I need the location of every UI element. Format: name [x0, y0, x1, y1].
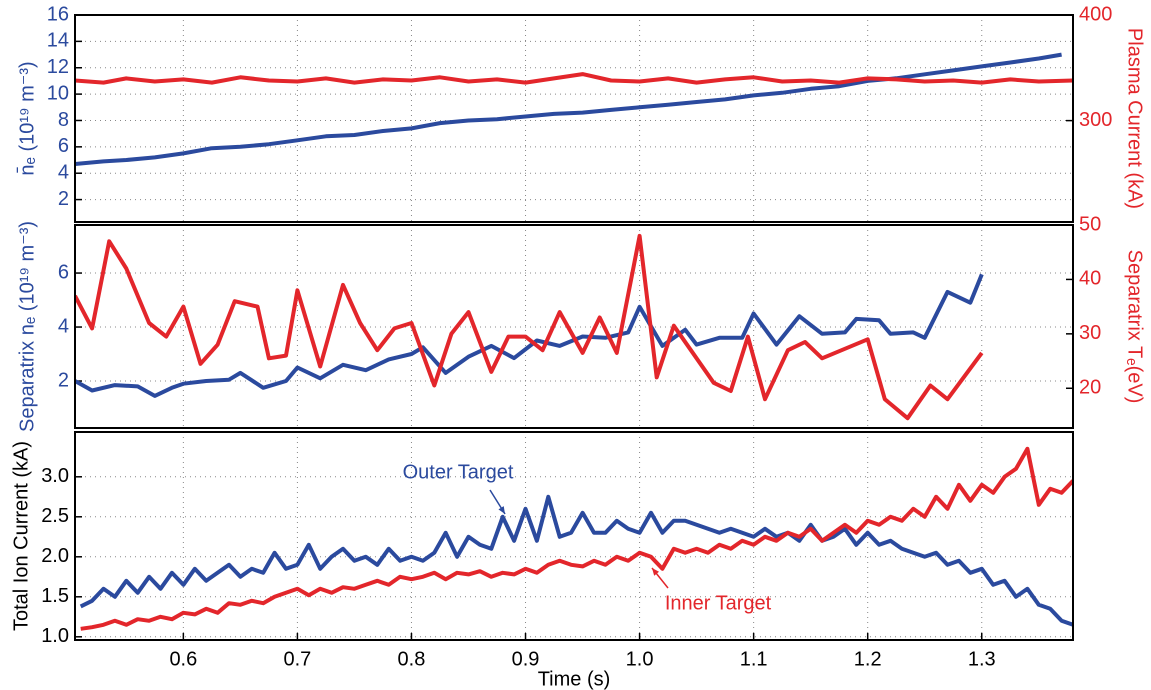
plot-frame — [74, 431, 1074, 641]
y-tick-label: 16 — [47, 3, 69, 25]
y-tick-label: 1.5 — [41, 585, 69, 607]
annotation: Outer Target — [403, 461, 514, 483]
x-tick-label: 0.7 — [284, 648, 312, 670]
x-axis-label: Time (s) — [538, 668, 611, 690]
y-tick-label: 10 — [47, 82, 69, 104]
y-tick-label: 2.5 — [41, 505, 69, 527]
series-line — [75, 233, 984, 421]
series-line — [79, 494, 1073, 627]
y2-tick-label: 20 — [1079, 377, 1101, 399]
series-line — [75, 72, 1073, 85]
x-tick-label: 1.3 — [968, 648, 996, 670]
series-line — [75, 52, 1062, 166]
y2-tick-label: 50 — [1079, 213, 1101, 235]
y-axis-label: Total Ion Current (kA) — [10, 441, 32, 631]
x-tick-label: 1.2 — [854, 648, 882, 670]
x-tick-label: 0.9 — [512, 648, 540, 670]
y-tick-label: 8 — [58, 109, 69, 131]
y2-tick-label: 40 — [1079, 268, 1101, 290]
y-tick-label: 14 — [47, 30, 69, 52]
y-tick-label: 4 — [58, 161, 69, 183]
y-tick-label: 12 — [47, 56, 69, 78]
y-tick-label: 2 — [58, 188, 69, 210]
x-tick-label: 0.6 — [169, 648, 197, 670]
y-tick-label: 2 — [58, 369, 69, 391]
annotation-arrowhead — [498, 506, 505, 514]
y-axis-label: Separatrix nₑ (10¹⁹ m⁻³) — [16, 221, 38, 432]
series-line — [80, 446, 1073, 631]
y-tick-label: 2.0 — [41, 545, 69, 567]
y2-axis-label: Separatrix Tₑ(eV) — [1124, 250, 1146, 404]
y-axis-label: n̄ₑ (10¹⁹ m⁻³) — [15, 61, 38, 175]
y2-axis-label: Plasma Current (kA) — [1124, 28, 1146, 209]
plot-frame — [74, 14, 1074, 223]
series-line — [75, 273, 984, 398]
y-tick-label: 6 — [58, 135, 69, 157]
y-tick-label: 1.0 — [41, 625, 69, 647]
annotation-arrowhead — [652, 568, 660, 576]
x-tick-label: 0.8 — [398, 648, 426, 670]
y2-tick-label: 300 — [1079, 109, 1112, 131]
x-tick-label: 1.1 — [740, 648, 768, 670]
y-tick-label: 4 — [58, 315, 69, 337]
y2-tick-label: 30 — [1079, 322, 1101, 344]
x-tick-label: 1.0 — [626, 648, 654, 670]
y-tick-label: 3.0 — [41, 465, 69, 487]
y-tick-label: 6 — [58, 261, 69, 283]
y2-tick-label: 400 — [1079, 3, 1112, 25]
annotation: Inner Target — [665, 592, 772, 614]
plot-frame — [74, 224, 1074, 429]
